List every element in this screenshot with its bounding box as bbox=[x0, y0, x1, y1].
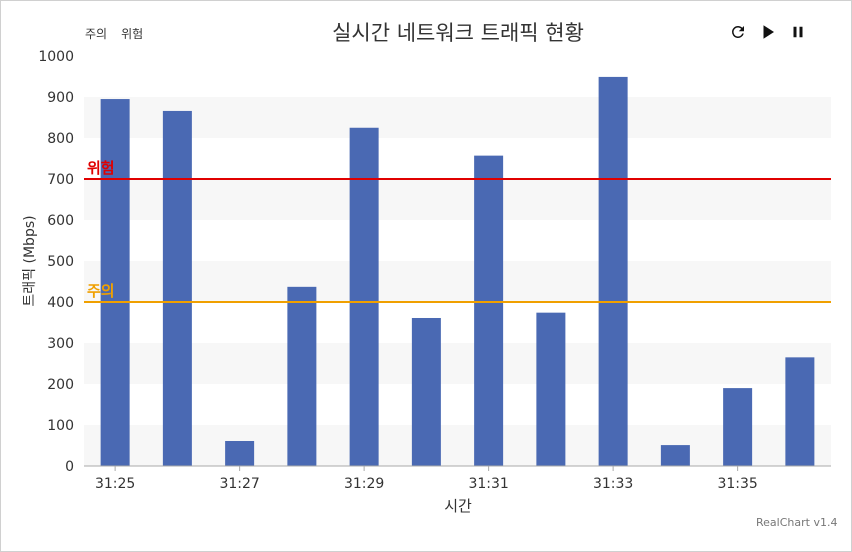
x-axis: 31:25 31:27 31:29 31:31 31:33 31:35 bbox=[84, 465, 831, 492]
grid-band bbox=[84, 179, 831, 220]
y-tick-label: 500 bbox=[47, 254, 74, 270]
bar-31:30 bbox=[411, 317, 441, 466]
y-axis-label: 트래픽 (Mbps) bbox=[22, 215, 38, 306]
x-tick-label: 31:29 bbox=[344, 476, 384, 492]
bar-31:28 bbox=[287, 286, 317, 466]
bar-31:26 bbox=[162, 110, 192, 466]
x-tick-label: 31:31 bbox=[468, 476, 508, 492]
play-icon[interactable] bbox=[758, 22, 778, 42]
y-tick-label: 700 bbox=[47, 172, 74, 188]
bar-31:27 bbox=[225, 440, 255, 466]
y-axis: 0 100 200 300 400 500 600 700 800 900 1000 bbox=[38, 49, 74, 475]
bar-31:31 bbox=[474, 155, 504, 466]
x-tick-label: 31:33 bbox=[593, 476, 633, 492]
refresh-icon[interactable] bbox=[728, 22, 748, 42]
y-tick-label: 800 bbox=[47, 131, 74, 147]
grid-bands bbox=[84, 97, 831, 466]
legend: 주의 위험 bbox=[85, 25, 143, 42]
legend-item-caution[interactable]: 주의 bbox=[85, 27, 108, 41]
chart-title: 실시간 네트워크 트래픽 현황 bbox=[332, 21, 584, 45]
y-tick-label: 1000 bbox=[38, 49, 74, 65]
grid-band bbox=[84, 343, 831, 384]
bar-31:36 bbox=[785, 357, 815, 466]
bar-series bbox=[100, 76, 815, 467]
bar-31:34 bbox=[660, 445, 690, 466]
y-tick-label: 300 bbox=[47, 336, 74, 352]
grid-band bbox=[84, 261, 831, 302]
grid-band bbox=[84, 425, 831, 466]
x-tick-label: 31:35 bbox=[717, 476, 757, 492]
legend-item-danger[interactable]: 위험 bbox=[121, 27, 144, 41]
bar-31:33 bbox=[598, 76, 628, 466]
y-tick-label: 600 bbox=[47, 213, 74, 229]
pause-icon[interactable] bbox=[788, 22, 808, 42]
chart-toolbar bbox=[728, 22, 808, 42]
y-tick-label: 100 bbox=[47, 418, 74, 434]
bar-31:32 bbox=[536, 312, 566, 466]
bar-31:35 bbox=[723, 388, 753, 466]
bar-31:25 bbox=[100, 99, 130, 467]
threshold-label-0: 위험 bbox=[87, 159, 115, 177]
y-tick-label: 400 bbox=[47, 295, 74, 311]
credit-label: RealChart v1.4 bbox=[756, 516, 838, 529]
x-tick-label: 31:27 bbox=[219, 476, 259, 492]
grid-band bbox=[84, 97, 831, 138]
x-tick-label: 31:25 bbox=[95, 476, 135, 492]
y-tick-label: 900 bbox=[47, 90, 74, 106]
y-tick-label: 200 bbox=[47, 377, 74, 393]
bar-31:29 bbox=[349, 127, 379, 466]
y-tick-label: 0 bbox=[65, 459, 74, 475]
x-axis-label: 시간 bbox=[444, 497, 472, 515]
threshold-label-1: 주의 bbox=[87, 282, 115, 300]
